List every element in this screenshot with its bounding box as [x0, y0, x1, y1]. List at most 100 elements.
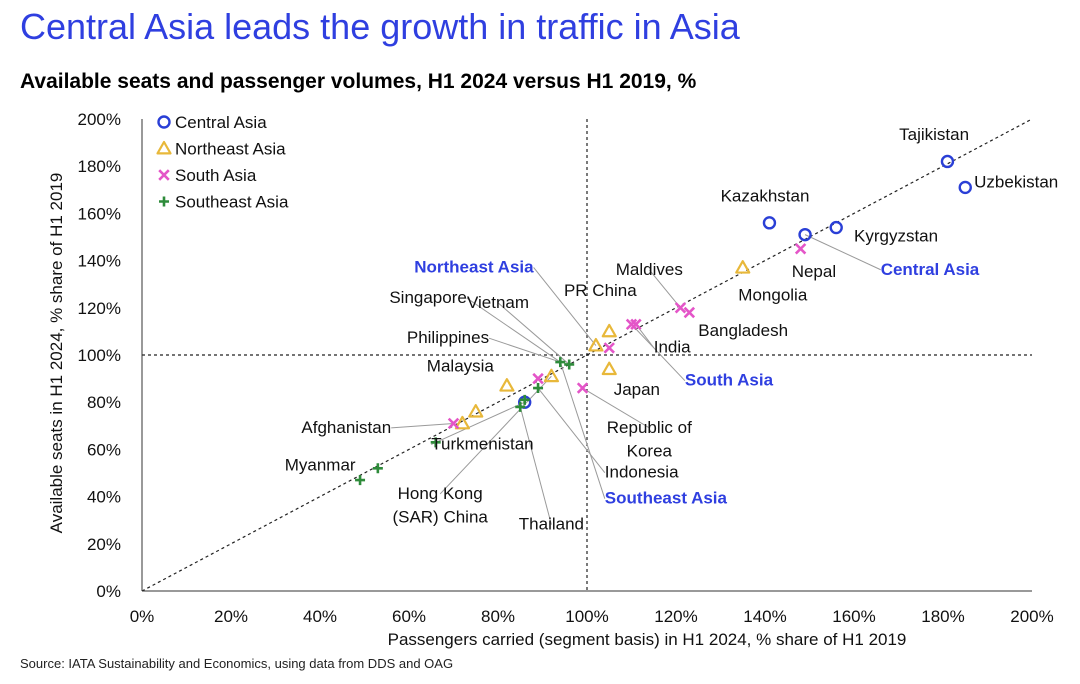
point-label: Maldives	[616, 260, 683, 279]
y-tick-label: 20%	[87, 535, 121, 554]
point-label: Vietnam	[467, 293, 529, 312]
y-tick-label: 140%	[78, 252, 121, 271]
data-point-triangle	[601, 323, 617, 338]
data-point-plus	[533, 383, 544, 394]
point-label: (SAR) China	[392, 508, 488, 527]
point-label: Hong Kong	[398, 484, 483, 503]
data-point-plus	[564, 359, 575, 370]
leader-line	[439, 375, 552, 495]
legend: Central Asia Northeast Asia South Asia Sout…	[156, 113, 289, 212]
source-note: Source: IATA Sustainability and Economic…	[20, 656, 454, 671]
point-label: India	[654, 338, 691, 357]
data-point-circle	[798, 227, 812, 242]
point-label: Indonesia	[605, 463, 679, 482]
data-point-triangle	[601, 361, 617, 376]
point-label: Singapore	[389, 288, 467, 307]
y-tick-label: 160%	[78, 204, 121, 223]
data-point-x	[603, 342, 615, 354]
point-label: Uzbekistan	[974, 172, 1058, 191]
y-tick-label: 120%	[78, 299, 121, 318]
legend-marker	[156, 140, 172, 155]
page-title: Central Asia leads the growth in traffic…	[20, 6, 740, 47]
leader-line	[631, 323, 686, 382]
leader-line	[391, 422, 454, 429]
point-label: Turkmenistan	[431, 434, 533, 453]
x-tick-label: 60%	[392, 607, 426, 626]
point-label: Afghanistan	[301, 418, 391, 437]
point-label: Bangladesh	[698, 321, 788, 340]
leader-line	[431, 401, 525, 445]
data-point-triangle	[543, 368, 560, 383]
point-label: Malaysia	[427, 357, 495, 376]
data-point-plus	[430, 437, 441, 448]
point-label: PR China	[564, 281, 637, 300]
data-point-x	[532, 372, 544, 385]
legend-label: Northeast Asia	[175, 140, 286, 159]
data-point-x	[625, 318, 638, 331]
point-label: Myanmar	[285, 456, 356, 475]
axes: 0% 20% 40% 60% 80% 100% 120% 140% 160% 180% 200% 0%…	[47, 110, 1054, 649]
data-point-x	[630, 318, 642, 331]
leader-line	[537, 387, 606, 474]
point-label: Republic of	[607, 418, 692, 437]
legend-label: Southeast Asia	[175, 193, 289, 212]
point-label: Thailand	[519, 515, 584, 534]
point-label: Kazakhstan	[721, 187, 810, 206]
legend-marker	[159, 196, 169, 207]
x-tick-label: 100%	[565, 607, 608, 626]
data-point-x	[683, 306, 696, 319]
data-point-circle	[762, 216, 777, 230]
data-point-triangle	[454, 415, 470, 430]
legend-label: Central Asia	[175, 113, 267, 132]
leader-lines	[391, 234, 881, 525]
region-label: Northeast Asia	[414, 257, 534, 276]
data-point-x	[576, 382, 589, 394]
data-point-circle	[958, 180, 972, 195]
y-tick-label: 80%	[87, 393, 121, 412]
legend-marker	[158, 169, 170, 181]
y-tick-label: 0%	[96, 582, 121, 601]
x-tick-label: 0%	[130, 607, 155, 626]
x-tick-label: 160%	[832, 607, 875, 626]
x-axis-title: Passengers carried (segment basis) in H1…	[388, 630, 907, 649]
point-label: Japan	[614, 380, 660, 399]
data-point-circle	[829, 220, 843, 235]
x-tick-label: 140%	[743, 607, 786, 626]
point-label: Kyrgyzstan	[854, 227, 938, 246]
legend-marker	[157, 115, 171, 129]
region-label: Southeast Asia	[605, 489, 728, 508]
x-tick-label: 180%	[921, 607, 964, 626]
point-labels: Tajikistan Uzbekistan Kazakhstan Kyrgyzstan…	[285, 125, 1059, 533]
data-point-triangle	[588, 337, 604, 352]
y-tick-label: 200%	[78, 110, 121, 129]
leader-line	[559, 361, 606, 499]
leader-line	[466, 297, 561, 363]
leader-line	[582, 387, 650, 429]
leader-line	[488, 337, 561, 363]
data-point-plus	[555, 357, 566, 368]
data-point-plus	[519, 394, 530, 405]
point-label: Korea	[627, 441, 673, 460]
point-label: Mongolia	[738, 286, 808, 305]
data-point-x	[447, 417, 460, 430]
data-point-triangle	[468, 404, 484, 418]
data-points	[355, 154, 972, 486]
y-tick-label: 100%	[78, 346, 121, 365]
leader-line	[804, 234, 881, 271]
scatter-chart: 0% 20% 40% 60% 80% 100% 120% 140% 160% 180% 200% 0%…	[47, 110, 1059, 649]
y-axis-title: Available seats in H1 2024, % share of H…	[47, 173, 66, 534]
data-point-circle	[940, 154, 955, 169]
leader-line	[533, 267, 597, 346]
chart-subtitle: Available seats and passenger volumes, H…	[20, 70, 697, 93]
data-point-triangle	[499, 378, 515, 392]
data-point-x	[794, 243, 807, 255]
y-tick-label: 60%	[87, 440, 121, 459]
data-point-x	[674, 302, 687, 314]
x-tick-label: 120%	[654, 607, 697, 626]
data-point-plus	[372, 463, 383, 474]
x-tick-label: 200%	[1010, 607, 1053, 626]
legend-label: South Asia	[175, 166, 257, 185]
reference-lines	[141, 118, 1033, 592]
x-tick-label: 80%	[481, 607, 515, 626]
region-label: South Asia	[685, 371, 774, 390]
